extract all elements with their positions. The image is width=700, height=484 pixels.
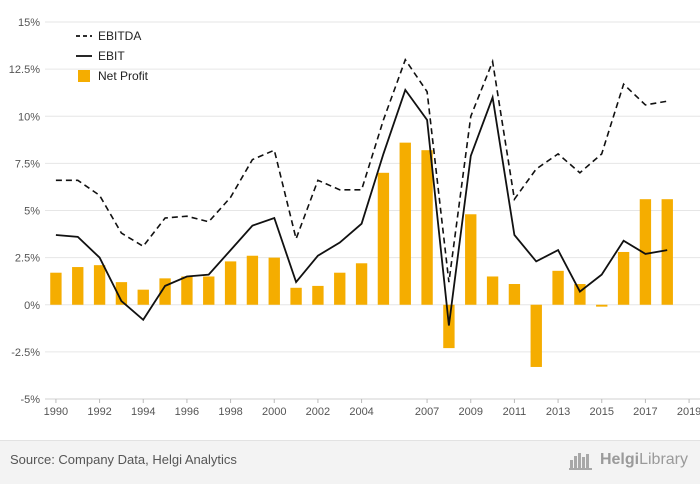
- helgi-library-logo-icon: [568, 453, 592, 470]
- x-tick-label: 2019: [677, 406, 700, 418]
- net-profit-bar: [399, 142, 411, 305]
- y-tick-label: 15%: [18, 17, 40, 29]
- legend-label: Net Profit: [98, 69, 149, 83]
- x-tick-label: 1994: [131, 406, 155, 418]
- brand-name: HelgiLibrary: [599, 451, 688, 468]
- net-profit-bar: [290, 287, 302, 305]
- y-tick-label: -2.5%: [11, 347, 40, 359]
- y-tick-label: 7.5%: [15, 158, 40, 170]
- chart: 15% 12.5% 10% 7.5% 5% 2.5% 0% -2.5% -5% 1990 1992…: [9, 17, 700, 418]
- x-tick-label: 2011: [503, 406, 527, 418]
- net-profit-bar: [72, 267, 84, 305]
- net-profit-bar: [203, 276, 215, 305]
- y-tick-label: 5%: [24, 206, 40, 218]
- x-tick-label: 1998: [218, 406, 242, 418]
- ebit-line: [55, 87, 668, 326]
- net-profit-bar: [596, 304, 608, 307]
- x-tick-label: 2017: [633, 406, 657, 418]
- net-profit-bar: [617, 251, 630, 305]
- net-profit-bar: [181, 276, 193, 305]
- x-tick-label: 1996: [175, 406, 199, 418]
- x-tick-label: 2000: [262, 406, 286, 418]
- net-profit-bar: [268, 257, 280, 305]
- source-note: Source: Company Data, Helgi Analytics: [10, 452, 237, 467]
- ebitda-line: [55, 57, 668, 283]
- legend-label: EBIT: [98, 49, 125, 63]
- net-profit-bar: [50, 272, 62, 305]
- net-profit-bar: [334, 272, 346, 305]
- net-profit-bar: [639, 199, 652, 305]
- net-profit-bar: [661, 199, 673, 305]
- net-profit-bar: [312, 285, 324, 305]
- x-tick-label: 2013: [546, 406, 570, 418]
- x-tick-label: 2007: [415, 406, 439, 418]
- y-tick-label: -5%: [20, 394, 40, 406]
- legend-label: EBITDA: [98, 29, 141, 43]
- legend: EBITDA EBIT Net Profit: [76, 29, 149, 83]
- y-axis-ticks: 15% 12.5% 10% 7.5% 5% 2.5% 0% -2.5% -5%: [9, 17, 40, 406]
- x-tick-label: 2009: [459, 406, 483, 418]
- net-profit-bar: [115, 282, 128, 305]
- x-tick-label: 1992: [87, 406, 111, 418]
- net-profit-bar: [530, 304, 542, 367]
- y-tick-label: 2.5%: [15, 253, 40, 265]
- net-profit-bar: [508, 284, 521, 305]
- y-tick-label: 12.5%: [9, 64, 40, 76]
- x-tick-label: 2004: [349, 406, 373, 418]
- x-tick-label: 2002: [306, 406, 330, 418]
- net-profit-bar: [137, 289, 149, 305]
- grid: [45, 21, 700, 400]
- legend-swatch-net-profit: [78, 70, 90, 82]
- y-tick-label: 0%: [24, 300, 40, 312]
- net-profit-bar: [93, 265, 106, 305]
- net-profit-bar: [224, 261, 237, 305]
- x-tick-label: 1990: [44, 406, 68, 418]
- net-profit-bar: [377, 172, 390, 305]
- footer: Source: Company Data, Helgi Analytics He…: [0, 440, 700, 484]
- x-tick-label: 2015: [590, 406, 614, 418]
- net-profit-bar: [552, 270, 564, 305]
- x-axis-ticks: 1990 1992 1994 1996 1998 2000 2002 2004 2007 2009…: [44, 399, 700, 418]
- brand-logo: HelgiLibrary: [568, 450, 688, 470]
- y-tick-label: 10%: [18, 111, 40, 123]
- net-profit-bar: [443, 304, 455, 349]
- net-profit-bar: [574, 284, 586, 305]
- net-profit-bar: [421, 150, 433, 305]
- net-profit-bar: [159, 278, 171, 305]
- net-profit-bar: [465, 214, 477, 305]
- net-profit-bar: [355, 263, 368, 305]
- net-profit-bars: [50, 142, 673, 367]
- net-profit-bar: [486, 276, 499, 305]
- net-profit-bar: [246, 255, 259, 305]
